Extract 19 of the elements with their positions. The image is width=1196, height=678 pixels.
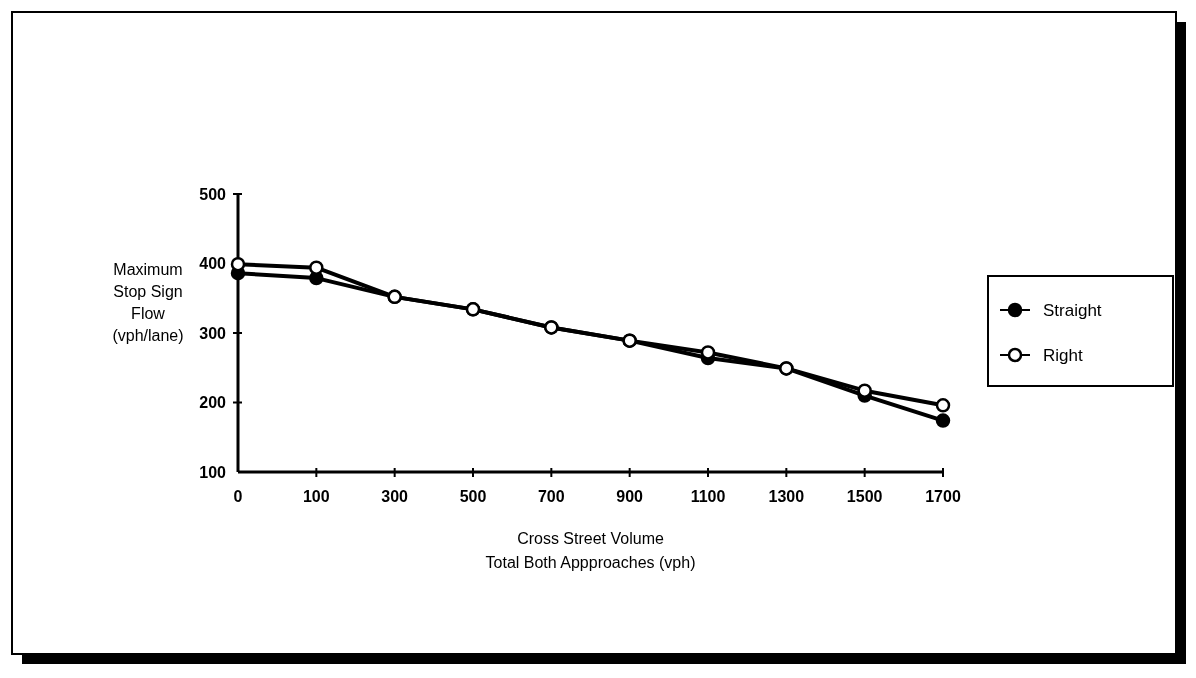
x-tick-label: 0	[233, 488, 243, 505]
legend-label: Straight	[1043, 300, 1102, 320]
x-tick-label: 900	[616, 488, 644, 505]
y-tick-label: 200	[199, 394, 227, 412]
legend-label: Right	[1043, 345, 1083, 365]
x-tick-label: 1700	[925, 488, 961, 505]
y-axis-title: Maximum Stop Sign Flow (vph/lane)	[112, 261, 184, 344]
x-tick-label: 100	[302, 488, 330, 505]
x-axis-title: Cross Street Volume Total Both Appproaches (vph)	[485, 530, 696, 571]
x-tick-label: 1100	[690, 488, 726, 505]
y-tick-label: 100	[199, 463, 227, 481]
x-tick-label: 500	[459, 488, 487, 505]
x-tick-label: 1500	[846, 488, 883, 505]
y-tick-label: 400	[199, 255, 227, 273]
x-tick-label: 700	[537, 488, 565, 505]
y-tick-label: 300	[199, 324, 227, 342]
y-tick-label: 500	[199, 185, 227, 203]
x-tick-label: 300	[381, 488, 409, 505]
x-tick-label: 1300	[768, 488, 805, 505]
